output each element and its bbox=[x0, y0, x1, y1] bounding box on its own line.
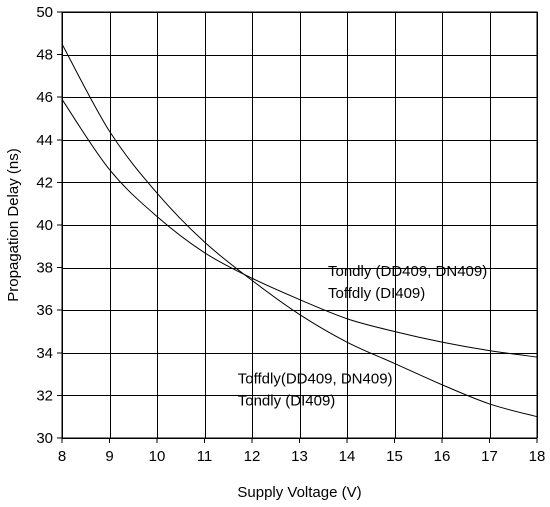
y-tick-labels: 30 32 34 36 38 40 42 44 46 48 50 bbox=[36, 4, 62, 447]
annotation-2: Toffdly(DD409, DN409) Tondly (DI409) bbox=[238, 371, 393, 410]
y-tick-label: 50 bbox=[36, 4, 53, 21]
y-tick-label: 30 bbox=[36, 430, 53, 447]
x-tick-label: 11 bbox=[197, 448, 213, 465]
x-tick-label: 10 bbox=[149, 448, 166, 465]
annotations: Tondly (DD409, DN409) Toffdly (DI409) Toff… bbox=[238, 263, 488, 410]
x-tick-label: 16 bbox=[434, 448, 451, 465]
x-tick-label: 15 bbox=[386, 448, 403, 465]
x-tick-label: 9 bbox=[105, 448, 113, 465]
y-tick-label: 34 bbox=[36, 345, 53, 362]
series-line-1 bbox=[61, 43, 538, 418]
x-tick-label: 17 bbox=[481, 448, 498, 465]
y-tick-label: 36 bbox=[36, 302, 53, 319]
x-tick-label: 8 bbox=[58, 448, 66, 465]
x-tick-label: 14 bbox=[339, 448, 356, 465]
y-tick-label: 44 bbox=[36, 132, 53, 149]
annotation-1: Tondly (DD409, DN409) Toffdly (DI409) bbox=[328, 263, 487, 302]
y-tick-label: 38 bbox=[36, 260, 53, 277]
y-axis-title: Propagation Delay (ns) bbox=[5, 148, 22, 301]
x-tick-labels: 8 9 10 11 12 13 14 15 16 17 18 bbox=[58, 438, 546, 465]
y-tick-label: 46 bbox=[36, 89, 53, 106]
x-tick-label: 18 bbox=[529, 448, 546, 465]
x-tick-label: 12 bbox=[244, 448, 261, 465]
x-axis-title: Supply Voltage (V) bbox=[237, 484, 361, 501]
y-tick-label: 32 bbox=[36, 387, 53, 404]
y-tick-label: 48 bbox=[36, 47, 53, 64]
series-line-2 bbox=[61, 99, 538, 358]
x-tick-label: 13 bbox=[291, 448, 308, 465]
series-group bbox=[61, 43, 538, 418]
y-tick-label: 40 bbox=[36, 217, 53, 234]
y-tick-label: 42 bbox=[36, 174, 53, 191]
